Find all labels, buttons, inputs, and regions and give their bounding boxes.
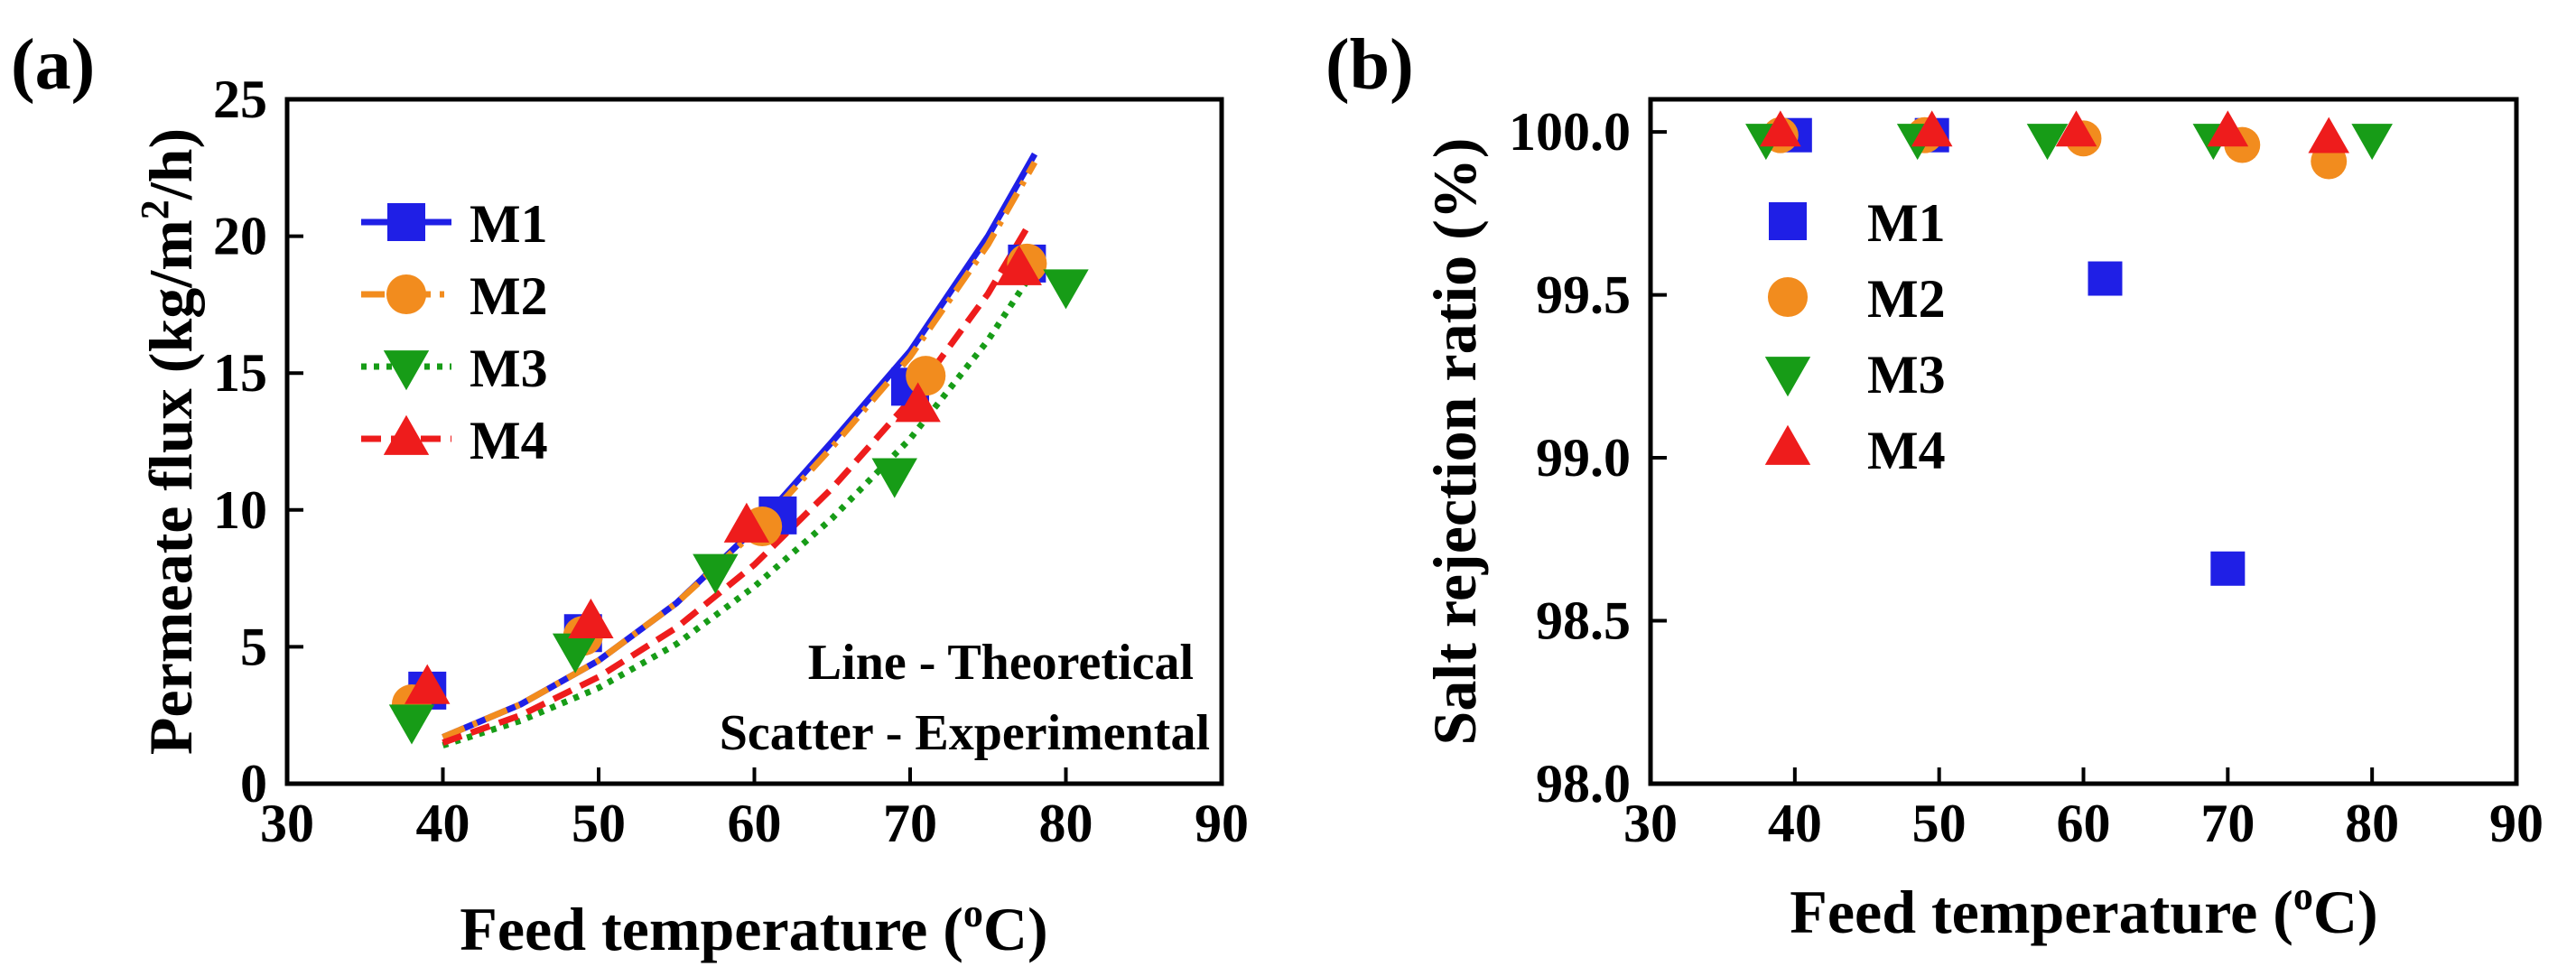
panel-a-x-tick-label: 30 (260, 794, 314, 853)
data-point-m4 (996, 245, 1042, 285)
panel-b-y-axis-title: Salt rejection ratio (%) (1420, 138, 1489, 746)
panel-a-y-axis-title: Permeate flux (kg/m2/h) (133, 128, 205, 755)
data-point-m3 (2026, 124, 2069, 161)
panel-b-x-tick-label: 60 (2057, 794, 2111, 853)
data-point-m4 (895, 382, 941, 423)
legend-marker-m4 (383, 414, 430, 455)
data-point-m1 (2088, 261, 2123, 296)
data-point-m4 (1760, 110, 1801, 147)
legend-label-m3: M3 (470, 339, 548, 398)
data-point-m4 (723, 502, 770, 543)
panel-b-y-tick-label: 99.5 (1536, 265, 1631, 325)
legend-label-m3: M3 (1867, 345, 1946, 404)
panel-b-x-tick-label: 70 (2200, 794, 2255, 853)
data-point-m3 (388, 704, 435, 745)
data-point-m3 (871, 458, 917, 498)
panel-b-y-tick-label: 100.0 (1509, 102, 1631, 162)
legend-marker-m1 (387, 203, 425, 241)
panel-b-y-tick-label: 98.5 (1536, 591, 1631, 651)
panel-b-y-tick-label: 98.0 (1536, 754, 1631, 813)
panel-b-x-tick-label: 50 (1912, 794, 1967, 853)
data-point-m4 (2308, 116, 2350, 153)
legend-label-m2: M2 (470, 266, 548, 326)
panel-a-axis-ticks: 30 40 50 60 70 80 90 0 5 10 15 20 25 (213, 70, 1249, 853)
panel-b-legend: M1 M2 M3 M4 (1764, 193, 1946, 480)
panel-b-axis-ticks: 30 40 50 60 70 80 90 98.0 98.5 99.0 99.5 100.0 (1509, 102, 2543, 853)
panel-a-y-tick-label: 20 (213, 207, 267, 266)
panel-a-x-tick-label: 40 (416, 794, 470, 853)
panel-b-x-tick-label: 30 (1623, 794, 1678, 853)
panel-a-y-tick-label: 25 (213, 70, 267, 129)
data-point-m3 (1043, 269, 1089, 310)
panel-a: (a) Feed temperature (oC) Permeate flux … (11, 25, 1249, 963)
legend-label-m1: M1 (470, 194, 548, 254)
panel-b-label: (b) (1325, 25, 1414, 105)
legend-marker-m1 (1769, 202, 1807, 240)
panel-a-x-tick-label: 50 (572, 794, 626, 853)
panel-a-y-tick-label: 10 (213, 480, 267, 540)
panel-b-x-tick-label: 40 (1768, 794, 1822, 853)
panel-b: (b) Feed temperature (oC) Salt rejection… (1325, 25, 2543, 946)
data-point-m2 (906, 356, 946, 396)
panel-a-y-tick-label: 0 (240, 754, 267, 813)
panel-a-x-axis-title: Feed temperature (oC) (460, 891, 1047, 963)
panel-a-annotation-experimental: Scatter - Experimental (720, 705, 1210, 761)
panel-a-y-tick-label: 5 (240, 617, 267, 676)
panel-a-x-tick-label: 70 (883, 794, 937, 853)
data-point-m4 (2055, 110, 2097, 147)
legend-marker-m3 (1764, 357, 1811, 397)
data-point-m4 (1911, 110, 1953, 147)
panel-a-experimental-points (388, 243, 1089, 745)
data-point-m3 (693, 553, 739, 594)
data-point-m4 (2207, 110, 2249, 147)
data-point-m1 (2210, 551, 2246, 586)
panel-a-x-tick-label: 60 (728, 794, 782, 853)
panel-a-annotation-theoretical: Line - Theoretical (808, 635, 1194, 691)
data-point-m3 (552, 633, 599, 674)
panel-b-x-tick-label: 90 (2489, 794, 2543, 853)
legend-marker-m3 (383, 350, 430, 391)
data-point-m3 (2351, 124, 2393, 161)
legend-marker-m2 (386, 274, 427, 315)
panel-a-y-tick-label: 15 (213, 343, 267, 403)
theory-line-m4 (442, 226, 1030, 746)
legend-label-m2: M2 (1867, 269, 1946, 329)
legend-label-m4: M4 (470, 411, 548, 470)
panel-a-x-tick-label: 80 (1039, 794, 1093, 853)
panel-b-x-tick-label: 80 (2345, 794, 2399, 853)
panel-a-legend: M1 M2 M3 M4 (361, 194, 548, 470)
legend-marker-m4 (1764, 424, 1811, 465)
data-point-m4 (568, 598, 614, 638)
legend-marker-m2 (1767, 276, 1809, 318)
data-point-m4 (405, 664, 451, 704)
panel-a-x-tick-label: 90 (1195, 794, 1249, 853)
panel-a-label: (a) (11, 25, 95, 105)
panel-b-points (1745, 110, 2393, 586)
panel-b-y-tick-label: 99.0 (1536, 428, 1631, 488)
legend-label-m1: M1 (1867, 193, 1946, 253)
panel-b-x-axis-title: Feed temperature (oC) (1790, 874, 2377, 946)
legend-label-m4: M4 (1867, 421, 1946, 480)
